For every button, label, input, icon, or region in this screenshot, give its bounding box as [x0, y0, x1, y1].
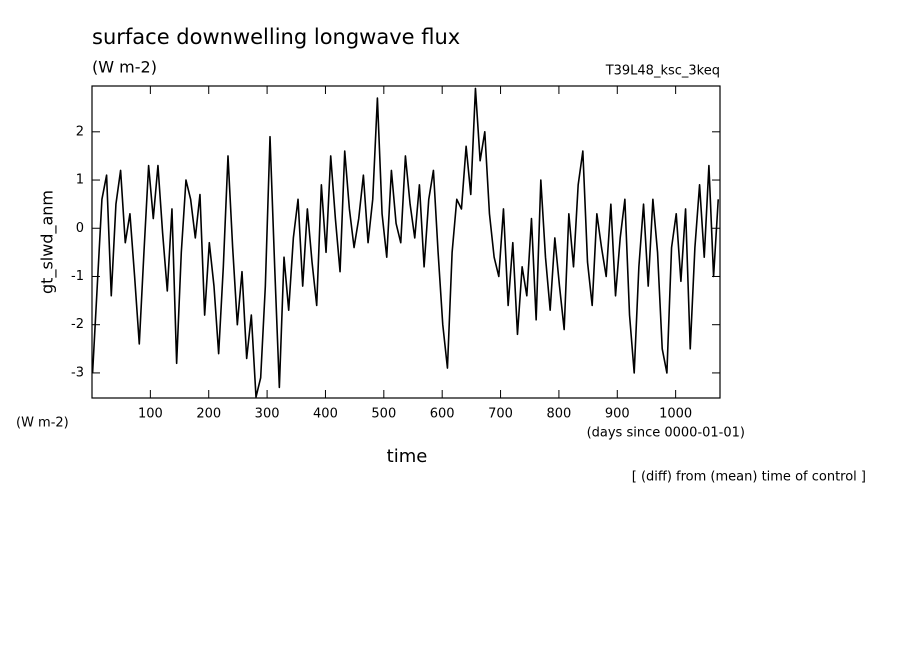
y-tick-label: -3	[71, 365, 84, 380]
y-tick-label: -2	[71, 317, 84, 332]
plot-frame	[91, 85, 721, 399]
run-label: T39L48_ksc_3keq	[605, 64, 720, 79]
x-tick-label: 300	[255, 407, 280, 422]
chart-subtitle: (W m-2)	[92, 58, 157, 77]
y-tick-label: -1	[71, 269, 84, 284]
x-tick-label: 400	[313, 407, 338, 422]
note: [ (diff) from (mean) time of control ]	[632, 470, 866, 485]
x-tick-label: 100	[138, 407, 163, 422]
y-tick-label: 1	[76, 173, 84, 188]
data-line	[91, 87, 720, 398]
x-tick-label: 1000	[659, 407, 692, 422]
x-unit: (days since 0000-01-01)	[587, 426, 745, 441]
x-tick-label: 600	[430, 407, 455, 422]
chart-title: surface downwelling longwave flux	[92, 25, 460, 49]
y-axis-label: gt_slwd_anm	[38, 190, 58, 294]
x-tick-label: 900	[605, 407, 630, 422]
x-tick-label: 700	[488, 407, 513, 422]
y-tick-label: 0	[76, 221, 84, 236]
y-tick-label: 2	[76, 124, 84, 139]
y-unit: (W m-2)	[16, 416, 69, 431]
x-tick-label: 800	[547, 407, 572, 422]
x-tick-label: 200	[196, 407, 221, 422]
x-axis-label: time	[387, 446, 428, 467]
x-tick-label: 500	[371, 407, 396, 422]
